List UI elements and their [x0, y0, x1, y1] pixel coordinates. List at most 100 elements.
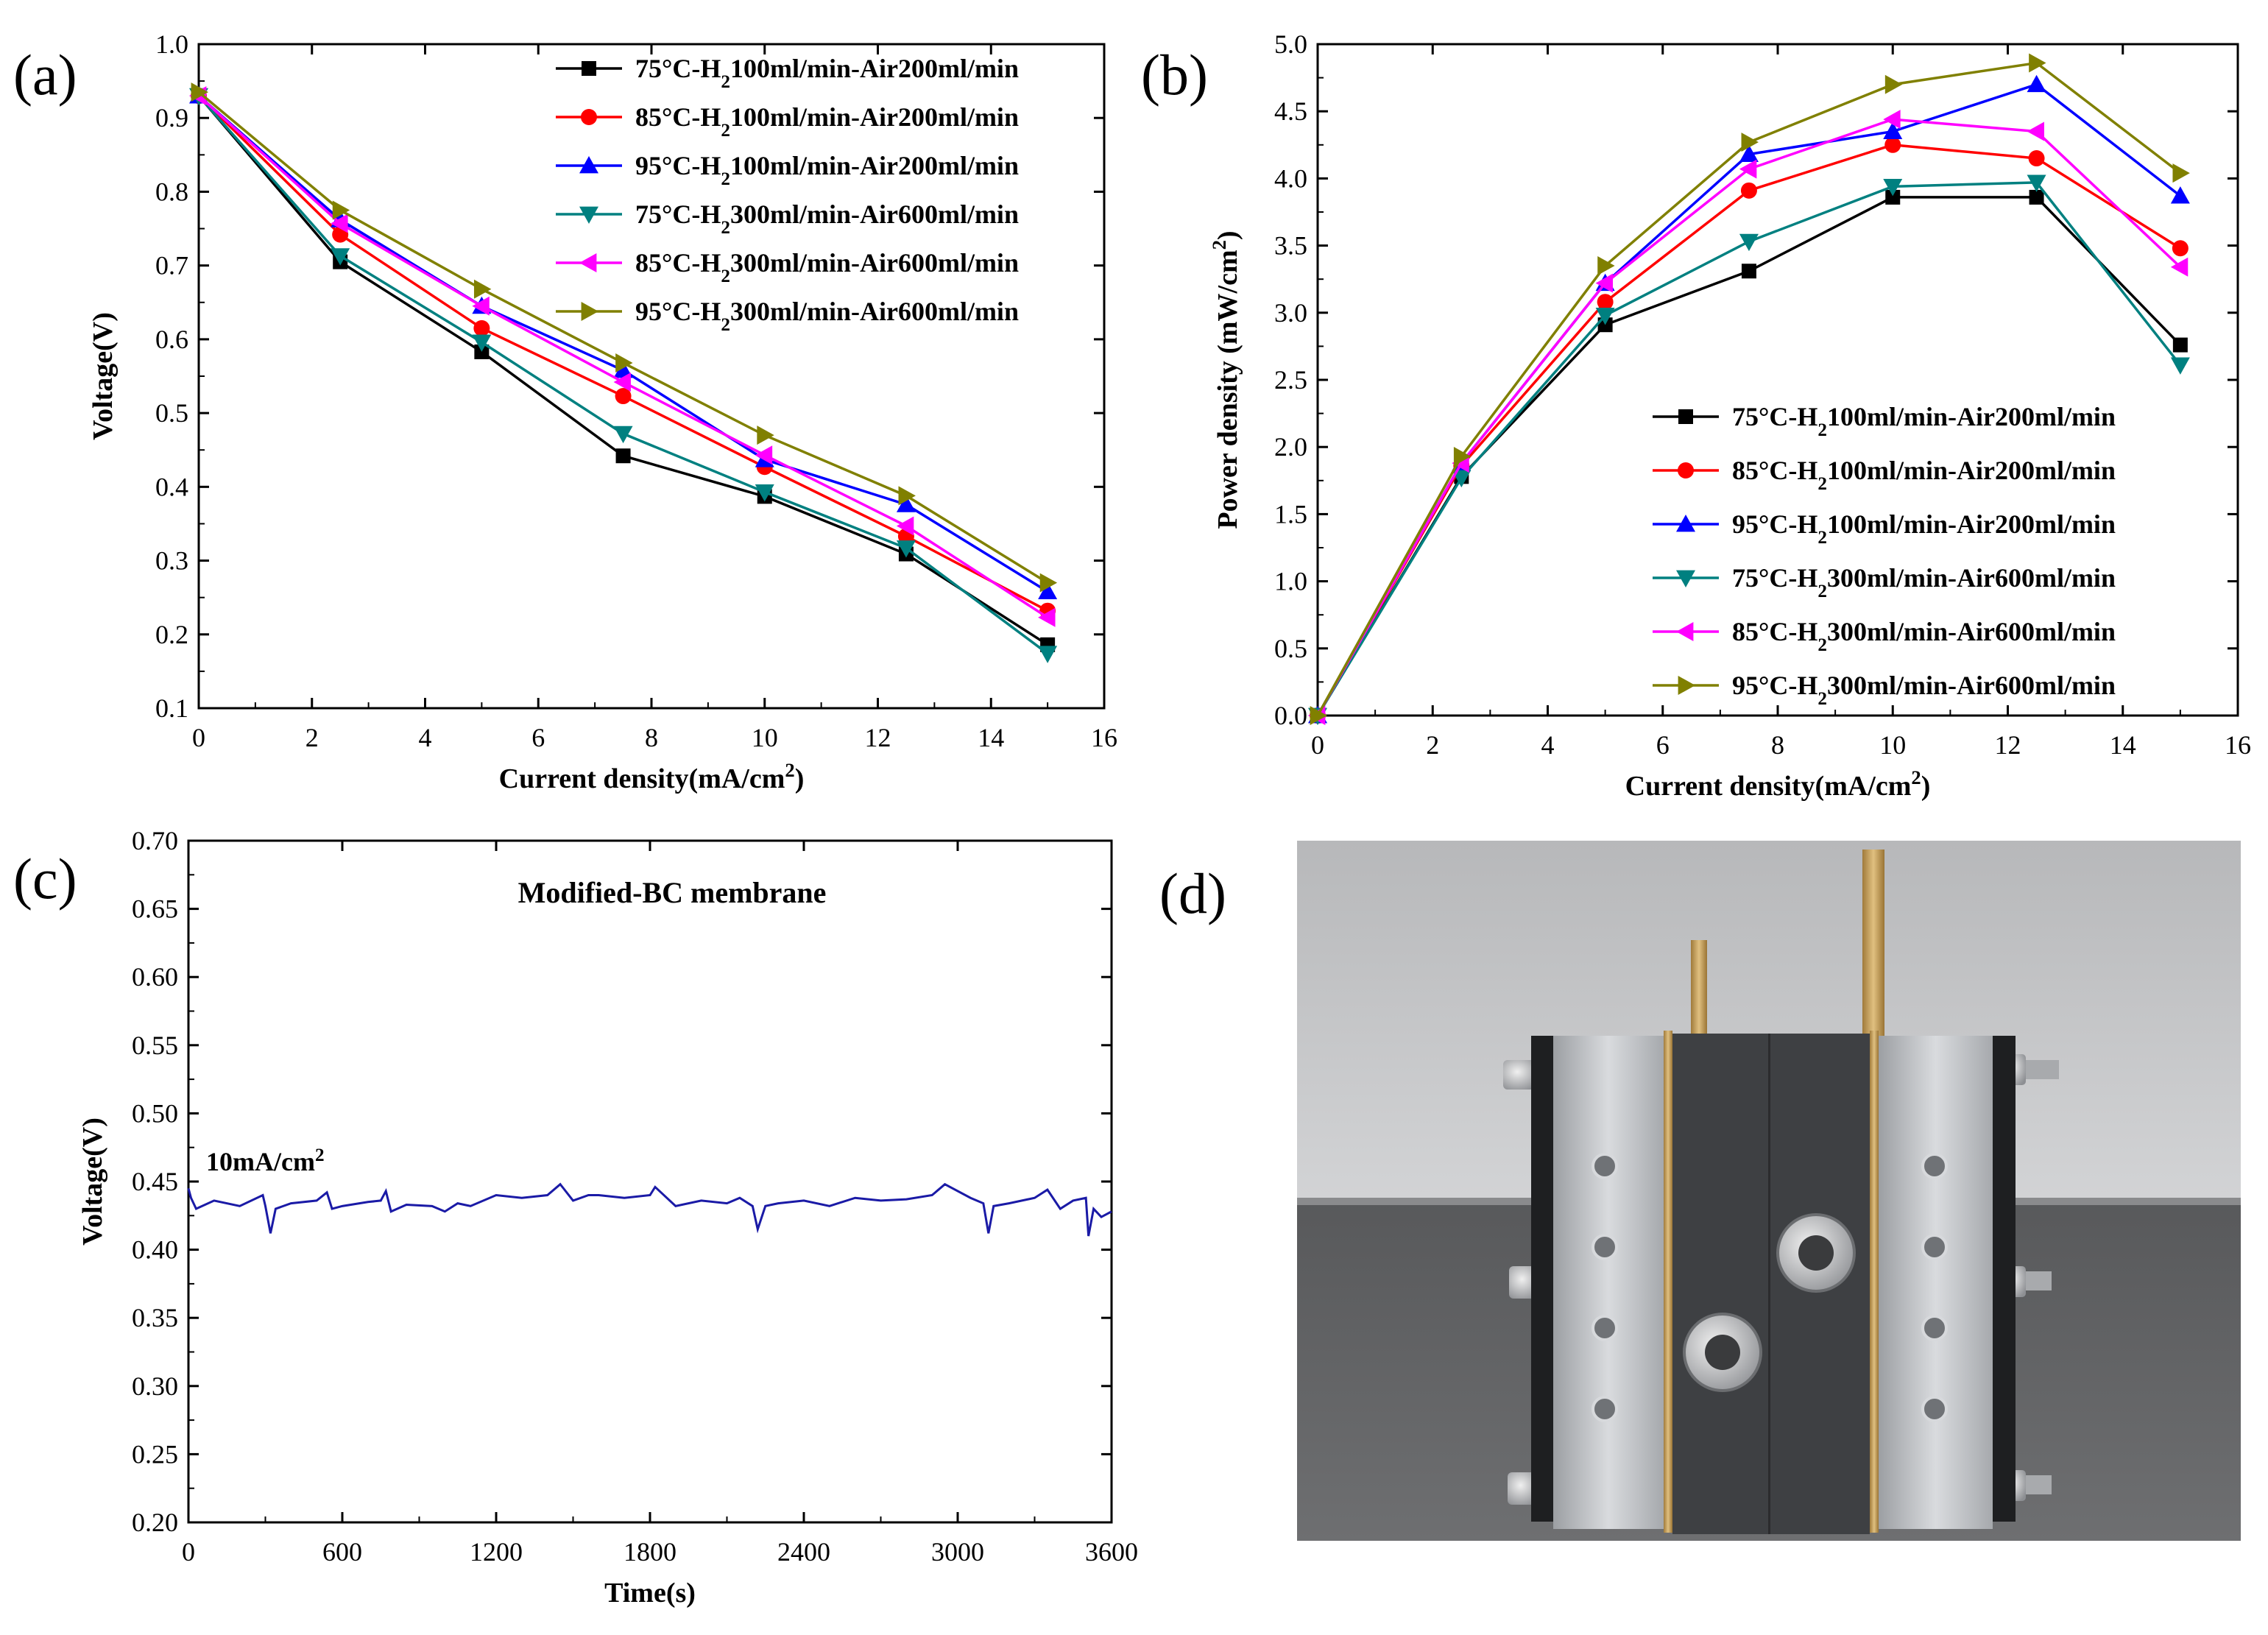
legend-label: 95°C-H2300ml/min-Air600ml/min — [1732, 671, 2116, 709]
data-point-s6 — [2172, 163, 2190, 183]
x-tick-label: 12 — [865, 723, 891, 752]
data-point-s2 — [1740, 182, 1757, 199]
data-point-s1 — [2172, 337, 2188, 353]
data-point-s3 — [1038, 582, 1058, 600]
legend-marker — [579, 253, 597, 272]
data-point-s5 — [1595, 273, 1614, 293]
data-point-s2 — [1884, 136, 1901, 153]
data-point-s6 — [473, 279, 492, 299]
legend-label: 75°C-H2100ml/min-Air200ml/min — [635, 54, 1019, 92]
legend-label: 85°C-H2300ml/min-Air600ml/min — [635, 248, 1019, 286]
y-tick-label: 0.5 — [155, 398, 188, 428]
data-point-s6 — [191, 82, 208, 102]
data-point-s1 — [2029, 189, 2044, 205]
legend: 75°C-H2100ml/min-Air200ml/min 85°C-H2100m… — [1653, 402, 2116, 709]
data-point-s5 — [2027, 121, 2044, 141]
data-point-s4 — [1595, 308, 1615, 325]
y-tick-label: 3.0 — [1274, 298, 1307, 328]
voltage-trace — [187, 1182, 1112, 1237]
legend-marker — [582, 61, 596, 76]
panel-d-label: (d) — [1159, 861, 1226, 925]
y-tick-label: 0.1 — [155, 693, 188, 723]
data-point-s1 — [474, 344, 490, 359]
fuel-cell-photo — [1297, 841, 2241, 1541]
y-tick-label: 2.5 — [1274, 365, 1307, 395]
y-tick-label: 0.65 — [132, 894, 178, 924]
data-point-s3 — [2170, 186, 2190, 204]
data-point-s3 — [2027, 74, 2046, 93]
x-tick-label: 14 — [978, 723, 1004, 752]
data-point-s6 — [2029, 53, 2046, 73]
data-point-s5 — [1739, 159, 1757, 179]
legend-label: 95°C-H2100ml/min-Air200ml/min — [1732, 509, 2116, 548]
legend-marker — [581, 109, 597, 125]
data-point-s1 — [1885, 189, 1901, 205]
x-tick-label: 6 — [531, 723, 545, 752]
x-tick-label: 0 — [1311, 730, 1324, 760]
legend-label: 75°C-H2300ml/min-Air600ml/min — [635, 199, 1019, 238]
y-tick-label: 0.7 — [155, 251, 188, 280]
x-tick-label: 16 — [2225, 730, 2251, 760]
y-axis-title: Voltage(V) — [77, 1117, 108, 1246]
data-point-s5 — [896, 516, 914, 536]
legend-marker — [1676, 515, 1695, 532]
data-point-s4 — [331, 248, 350, 266]
x-tick-label: 10 — [1879, 730, 1906, 760]
data-point-s4 — [613, 425, 633, 444]
panel-b-power-chart: 0 2 4 6 8 10 12 14 16 0.0 0.5 1.0 1.5 2.0 2.5 3.0 3.5 4.0… — [1208, 29, 2251, 802]
y-tick-label: 5.0 — [1274, 29, 1307, 59]
data-point-s1 — [1741, 264, 1756, 279]
data-point-s4 — [472, 334, 492, 352]
data-point-s2 — [615, 388, 632, 405]
y-tick-label: 2.0 — [1274, 432, 1307, 462]
y-tick-label: 0.4 — [155, 472, 188, 501]
x-tick-label: 10 — [752, 723, 778, 752]
data-point-s5 — [1038, 607, 1056, 627]
data-point-s4 — [1739, 233, 1759, 252]
y-tick-label: 1.5 — [1274, 499, 1307, 529]
panel-b-label: (b) — [1141, 43, 1208, 107]
data-point-s4 — [755, 484, 774, 502]
panel-c-stability-chart: 0 600 1200 1800 2400 3000 3600 0.20 0.25 0.30 0.35… — [77, 826, 1138, 1608]
y-tick-label: 0.3 — [155, 546, 188, 576]
y-tick-label: 0.9 — [155, 103, 188, 133]
y-axis-title: Voltage(V) — [88, 312, 119, 440]
y-tick-label: 1.0 — [1274, 567, 1307, 596]
data-point-s2 — [473, 319, 490, 336]
gas-fittings — [1683, 1213, 1856, 1392]
x-tick-label: 1800 — [623, 1537, 676, 1567]
x-tick-label: 0 — [192, 723, 205, 752]
y-tick-label: 4.0 — [1274, 163, 1307, 193]
x-tick-label: 4 — [1541, 730, 1555, 760]
legend-marker — [1678, 409, 1693, 424]
data-point-s6 — [898, 486, 916, 506]
data-point-s5 — [472, 296, 490, 316]
x-tick-label: 600 — [322, 1537, 362, 1567]
legend: 75°C-H2100ml/min-Air200ml/min 85°C-H2100m… — [556, 54, 1019, 335]
y-tick-label: 0.35 — [132, 1303, 178, 1332]
legend-marker — [1676, 622, 1694, 641]
plot-frame — [187, 839, 1113, 1524]
data-point-s3 — [1883, 121, 1903, 139]
panel-a-label: (a) — [13, 43, 77, 107]
data-point-s3 — [896, 495, 916, 512]
data-point-s6 — [1741, 133, 1759, 152]
data-point-s2 — [2172, 240, 2188, 257]
y-tick-label: 1.0 — [155, 29, 188, 59]
y-tick-label: 3.5 — [1274, 231, 1307, 261]
y-tick-label: 0.50 — [132, 1098, 178, 1128]
data-point-s5 — [755, 445, 773, 465]
legend-label: 95°C-H2100ml/min-Air200ml/min — [635, 151, 1019, 189]
data-point-s6 — [757, 425, 774, 445]
data-point-s6 — [1597, 255, 1615, 275]
x-tick-label: 0 — [182, 1537, 195, 1567]
y-tick-label: 0.25 — [132, 1439, 178, 1469]
x-tick-label: 8 — [1771, 730, 1784, 760]
legend-label: 75°C-H2100ml/min-Air200ml/min — [1732, 402, 2116, 440]
x-tick-label: 1200 — [470, 1537, 523, 1567]
legend-label: 95°C-H2300ml/min-Air600ml/min — [635, 297, 1019, 335]
end-plate-right — [1879, 1036, 1993, 1529]
data-point-s2 — [2028, 150, 2045, 167]
y-tick-label: 0.20 — [132, 1508, 178, 1537]
